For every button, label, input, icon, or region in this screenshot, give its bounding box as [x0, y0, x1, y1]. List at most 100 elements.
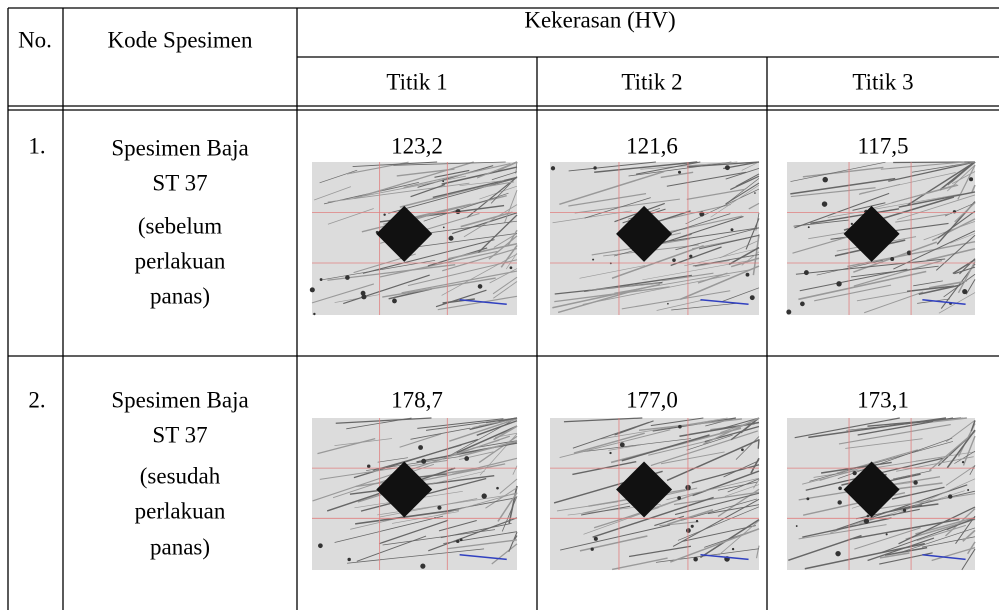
pit [867, 515, 870, 518]
micrograph [310, 162, 517, 315]
pit [593, 166, 596, 169]
pit [442, 180, 444, 182]
pit [967, 489, 969, 491]
pit [464, 456, 469, 461]
hardness-value: 123,2 [391, 133, 443, 158]
specimen-code: (sesudah [140, 463, 221, 488]
pit [361, 294, 366, 299]
pit [686, 528, 691, 533]
row-no: 1. [28, 133, 45, 158]
pit [383, 214, 385, 216]
row-no: 2. [28, 387, 45, 412]
pit [313, 313, 315, 315]
pit [750, 295, 755, 300]
hardness-value: 177,0 [626, 387, 678, 412]
pit [496, 487, 499, 490]
pit [836, 281, 841, 286]
pit [948, 494, 952, 498]
hardness-value: 178,7 [391, 387, 443, 412]
pit [482, 493, 487, 498]
pit [741, 448, 744, 451]
pit [822, 201, 827, 206]
pit [746, 273, 750, 277]
pit [725, 165, 730, 170]
pit [318, 543, 323, 548]
pit [594, 537, 598, 541]
pit [456, 540, 459, 543]
pit [808, 226, 810, 228]
pit [667, 303, 669, 305]
specimen-code: (sebelum [138, 213, 222, 238]
pit [437, 506, 441, 510]
micrograph [312, 418, 517, 570]
pit [962, 289, 967, 294]
pit [510, 266, 513, 269]
pit [835, 551, 840, 556]
pit [320, 278, 323, 281]
pit [786, 309, 791, 314]
pit [460, 538, 463, 541]
header-group: Kekerasan (HV) [524, 7, 675, 32]
pit [392, 299, 397, 304]
specimen-code: ST 37 [152, 422, 207, 447]
micrograph [550, 162, 759, 315]
pit [804, 270, 809, 275]
pit [731, 228, 734, 231]
pit [962, 461, 964, 463]
pit [672, 258, 676, 262]
pit [421, 459, 426, 464]
pit [691, 525, 694, 528]
pit [620, 442, 625, 447]
pit [609, 452, 611, 454]
header-point: Titik 2 [621, 69, 682, 94]
pit [864, 518, 869, 523]
pit [478, 284, 483, 289]
pit [851, 223, 853, 225]
pit [677, 496, 681, 500]
scratch [758, 439, 759, 448]
pit [420, 564, 425, 569]
pit [800, 302, 805, 307]
pit [345, 275, 350, 280]
pit [913, 480, 917, 484]
header-point: Titik 1 [386, 69, 447, 94]
pit [903, 509, 906, 512]
micrograph [550, 418, 759, 570]
pit [448, 236, 453, 241]
specimen-code: perlakuan [135, 248, 226, 273]
pit [796, 525, 798, 527]
pit [806, 497, 809, 500]
pit [592, 259, 594, 261]
pit [455, 209, 460, 214]
pit [347, 558, 350, 561]
pit [367, 465, 370, 468]
specimen-code: Spesimen Baja [111, 387, 248, 412]
specimen-code: perlakuan [135, 498, 226, 523]
pit [838, 486, 842, 490]
hardness-value: 117,5 [858, 133, 909, 158]
header-no: No. [18, 27, 52, 52]
pit [678, 171, 681, 174]
pit [551, 166, 555, 170]
table-page: No. Kode Spesimen Kekerasan (HV) Titik 1 Tit… [0, 0, 999, 610]
specimen-code: panas) [150, 283, 210, 308]
pit [696, 520, 698, 522]
micrograph [786, 162, 975, 315]
specimen-code: Spesimen Baja [111, 135, 248, 160]
pit [693, 557, 698, 562]
pit [754, 192, 756, 194]
header-kode: Kode Spesimen [107, 27, 253, 52]
pit [418, 445, 423, 450]
hardness-value: 173,1 [857, 387, 909, 412]
pit [837, 500, 841, 504]
hardness-value: 121,6 [626, 133, 678, 158]
pit [822, 177, 827, 182]
pit [732, 548, 734, 550]
pit [890, 257, 894, 261]
pit [443, 227, 445, 229]
micrograph [787, 418, 975, 570]
pit [678, 425, 682, 429]
pit [969, 177, 973, 181]
header-point: Titik 3 [852, 69, 913, 94]
pit [853, 471, 857, 475]
